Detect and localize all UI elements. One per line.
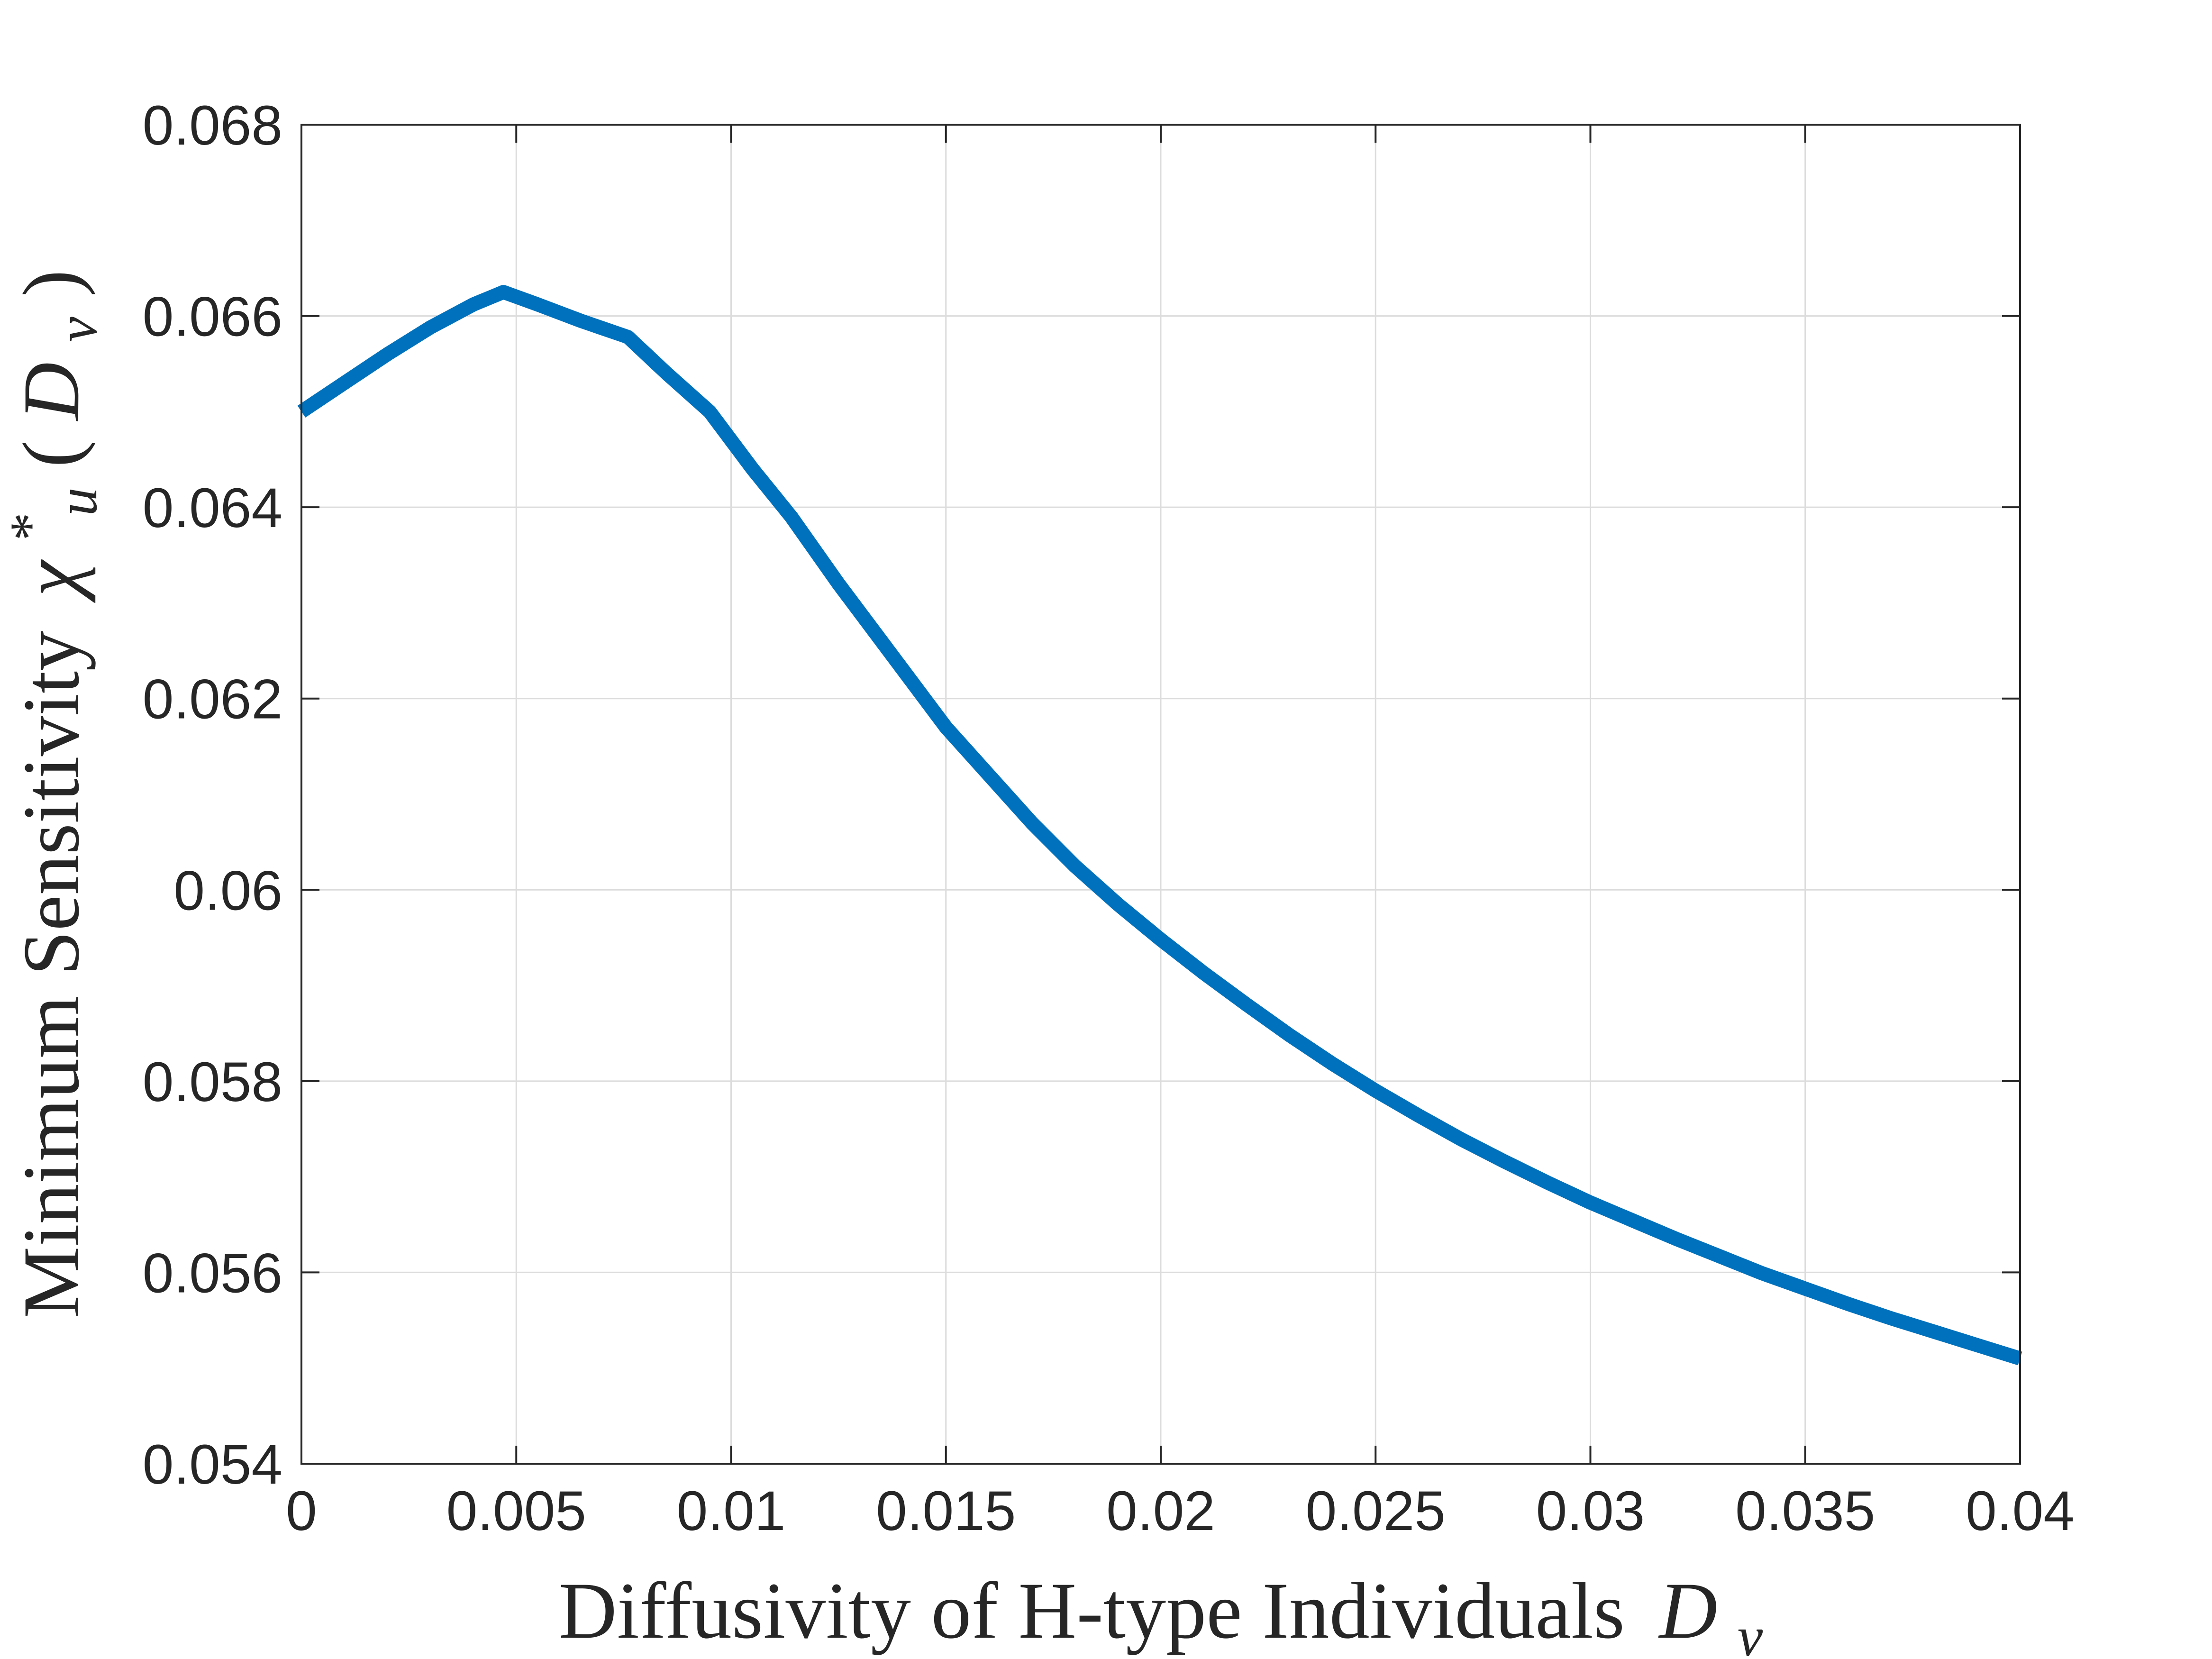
x-axis-math-subscript: v bbox=[1738, 1605, 1763, 1659]
x-tick-label: 0.02 bbox=[1106, 1480, 1215, 1542]
y-axis-math-arg-subscript: v bbox=[46, 317, 109, 342]
y-axis-math-arg: D bbox=[7, 362, 96, 421]
y-tick-label: 0.068 bbox=[143, 94, 282, 157]
y-tick-labels: 0.054 0.056 0.058 0.06 0.062 0.064 0.066 0.068 bbox=[143, 94, 282, 1496]
x-tick-label: 0.035 bbox=[1735, 1480, 1875, 1542]
x-tick-label: 0.025 bbox=[1306, 1480, 1446, 1542]
x-axis-title: Diffusivity of H-type Individuals D v bbox=[559, 1566, 1763, 1659]
x-tick-label: 0 bbox=[286, 1480, 317, 1542]
y-tick-label: 0.06 bbox=[173, 859, 282, 922]
x-tick-label: 0.04 bbox=[1966, 1480, 2075, 1542]
x-axis-title-text: Diffusivity of H-type Individuals bbox=[559, 1566, 1625, 1655]
y-tick-label: 0.054 bbox=[143, 1433, 282, 1496]
tick-marks bbox=[300, 124, 2021, 1465]
x-tick-labels: 0 0.005 0.01 0.015 0.02 0.025 0.03 0.035 0.04 bbox=[286, 1480, 2075, 1542]
x-tick-label: 0.03 bbox=[1536, 1480, 1645, 1542]
series-layer bbox=[297, 285, 2022, 1366]
y-axis-math-superscript: * bbox=[0, 512, 61, 541]
y-axis-title: Minimum Sensitivity χ * u ( D v ) bbox=[0, 270, 114, 1318]
x-tick-label: 0.01 bbox=[677, 1480, 786, 1542]
y-axis-math-close-paren: ) bbox=[7, 270, 96, 297]
y-axis-math-symbol: χ bbox=[7, 559, 96, 603]
x-tick-label: 0.015 bbox=[876, 1480, 1016, 1542]
y-axis-math-open-paren: ( bbox=[7, 440, 96, 467]
x-axis-math-symbol: D bbox=[1658, 1566, 1718, 1655]
y-tick-label: 0.056 bbox=[143, 1242, 282, 1304]
series-line bbox=[297, 285, 2022, 1366]
y-axis-math-subscript: u bbox=[46, 488, 109, 516]
y-tick-label: 0.058 bbox=[143, 1051, 282, 1113]
x-tick-label: 0.005 bbox=[446, 1480, 586, 1542]
y-tick-label: 0.066 bbox=[143, 286, 282, 348]
y-tick-label: 0.064 bbox=[143, 477, 282, 539]
y-axis-title-text: Minimum Sensitivity bbox=[7, 631, 96, 1318]
y-tick-label: 0.062 bbox=[143, 668, 282, 731]
